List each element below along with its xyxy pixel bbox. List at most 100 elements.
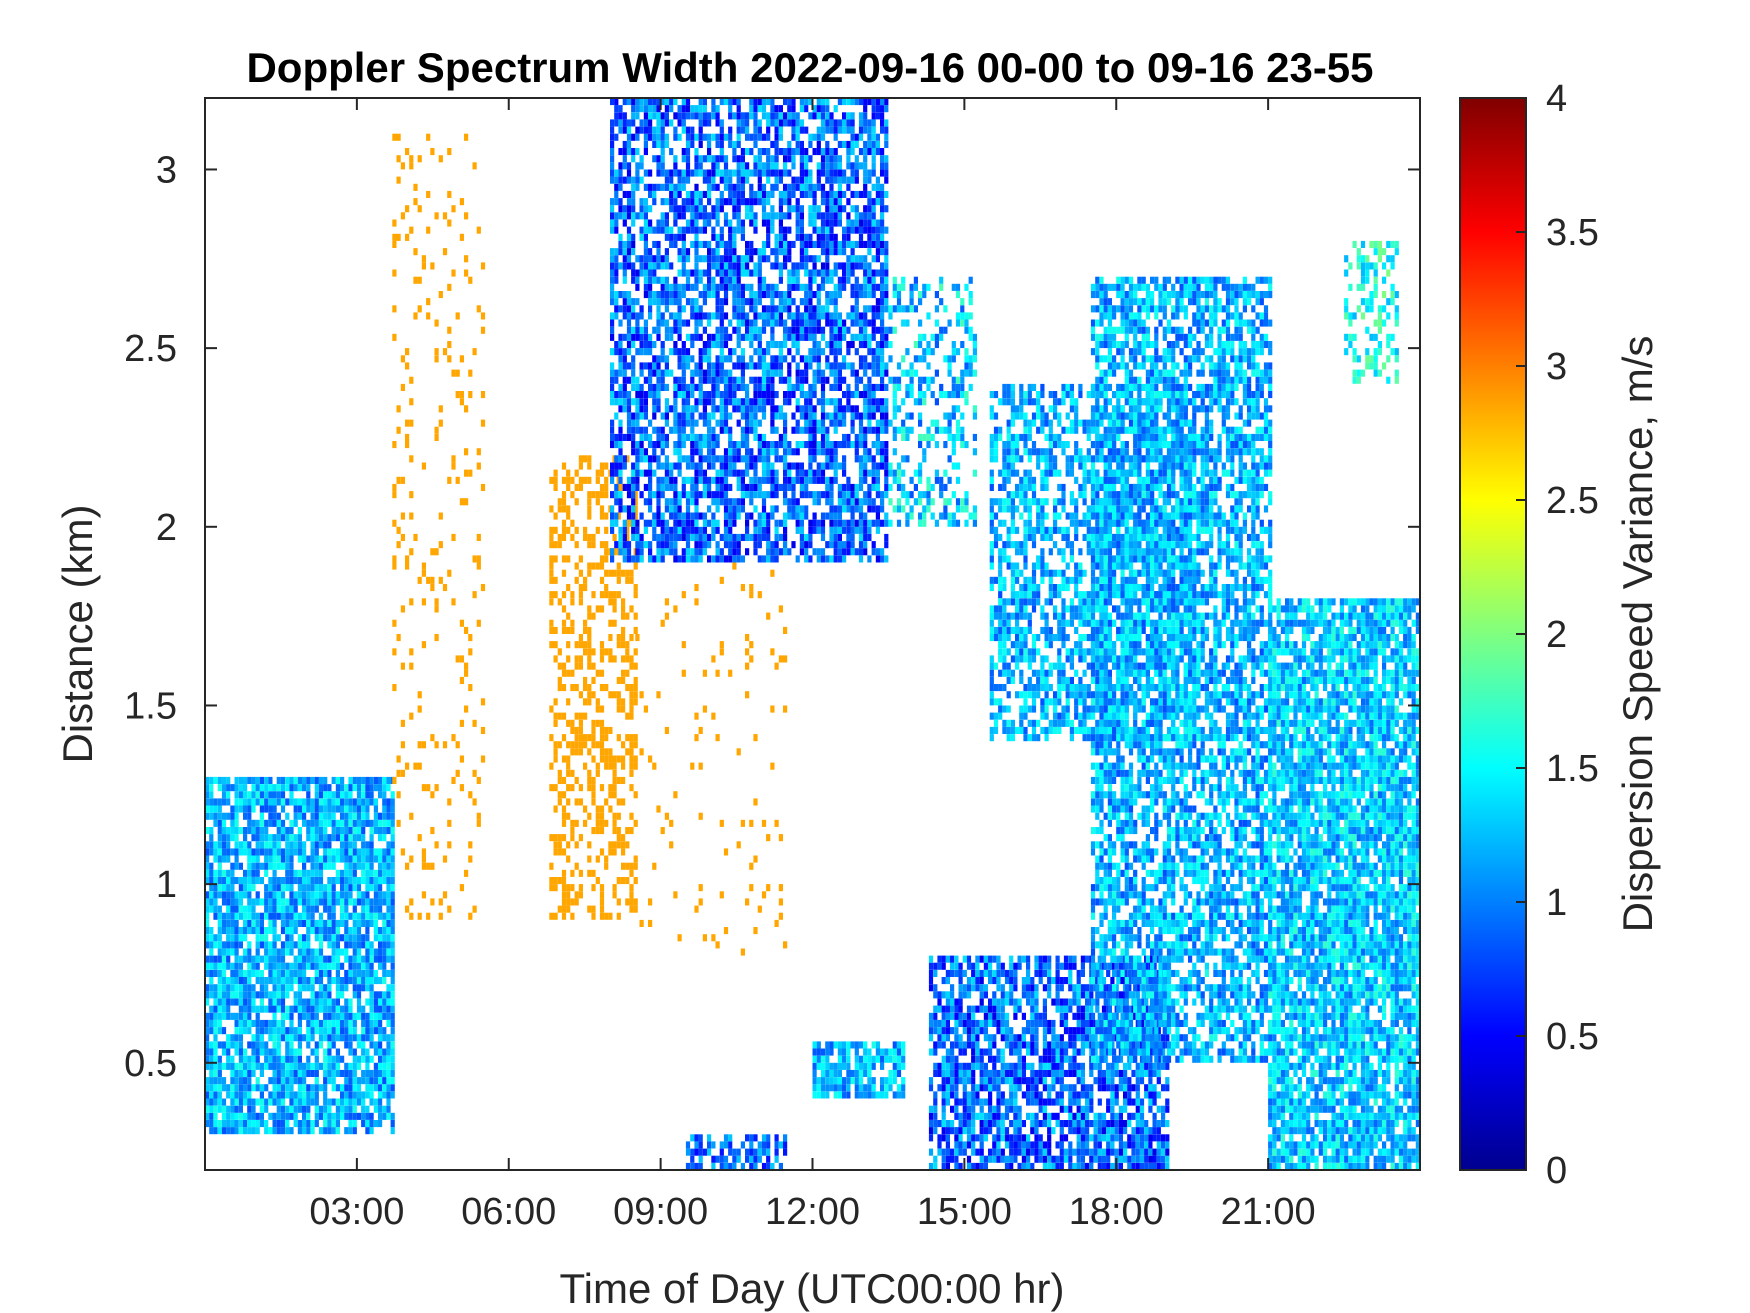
heatmap-cell	[578, 569, 583, 577]
heatmap-cell	[386, 919, 391, 927]
heatmap-cell	[783, 226, 788, 234]
heatmap-cell	[344, 848, 349, 856]
heatmap-cell	[348, 805, 353, 813]
heatmap-cell	[217, 1069, 222, 1077]
heatmap-cell	[664, 355, 669, 363]
heatmap-cell	[757, 148, 762, 156]
heatmap-cell	[770, 291, 775, 299]
heatmap-cell	[369, 1098, 374, 1106]
heatmap-cell	[787, 369, 792, 377]
heatmap-cell	[255, 941, 260, 949]
heatmap-cell	[702, 491, 707, 499]
heatmap-cell	[335, 869, 340, 877]
heatmap-cell	[356, 1062, 362, 1070]
heatmap-cell	[736, 205, 741, 213]
heatmap-cell	[681, 519, 686, 527]
heatmap-cell	[561, 491, 567, 499]
heatmap-cell	[622, 219, 627, 227]
heatmap-cell	[327, 984, 332, 992]
heatmap-cell	[723, 312, 729, 320]
heatmap-cell	[648, 469, 653, 477]
heatmap-cell	[622, 355, 627, 363]
heatmap-cell	[723, 133, 729, 141]
heatmap-cell	[804, 262, 809, 270]
heatmap-cell	[247, 791, 252, 799]
heatmap-cell	[557, 841, 562, 849]
heatmap-cell	[660, 291, 665, 299]
heatmap-cell	[719, 348, 724, 356]
heatmap-cell	[302, 855, 307, 863]
heatmap-cell	[610, 419, 615, 427]
heatmap-cell	[293, 1120, 298, 1128]
heatmap-cell	[264, 884, 269, 892]
heatmap-cell	[369, 791, 374, 799]
heatmap-cell	[217, 1019, 222, 1027]
heatmap-cell	[570, 669, 575, 677]
heatmap-cell	[740, 405, 745, 413]
heatmap-cell	[787, 248, 792, 256]
heatmap-cell	[629, 698, 634, 706]
heatmap-cell	[612, 762, 617, 770]
heatmap-cell	[648, 262, 653, 270]
heatmap-cell	[276, 1048, 281, 1056]
heatmap-cell	[770, 412, 775, 420]
heatmap-cell	[707, 398, 712, 406]
heatmap-cell	[272, 869, 277, 877]
heatmap-cell	[736, 98, 741, 106]
heatmap-cell	[681, 398, 686, 406]
heatmap-cell	[247, 1012, 252, 1020]
heatmap-cell	[234, 1091, 239, 1099]
heatmap-cell	[306, 1019, 311, 1027]
heatmap-cell	[766, 369, 771, 377]
heatmap-cell	[365, 877, 370, 885]
heatmap-cell	[766, 233, 771, 241]
heatmap-cell	[289, 1041, 294, 1049]
heatmap-cell	[323, 862, 328, 870]
heatmap-cell	[812, 491, 817, 499]
heatmap-cell	[344, 877, 349, 885]
heatmap-cell	[557, 798, 562, 806]
heatmap-cell	[344, 884, 349, 892]
heatmap-cell	[745, 162, 750, 170]
heatmap-cell	[707, 255, 712, 263]
heatmap-cell	[297, 991, 302, 999]
heatmap-cell	[787, 348, 792, 356]
heatmap-cell	[587, 648, 592, 656]
heatmap-cell	[459, 391, 464, 399]
heatmap-cell	[610, 219, 615, 227]
heatmap-cell	[599, 483, 605, 491]
heatmap-cell	[702, 369, 707, 377]
heatmap-cell	[723, 526, 729, 534]
heatmap-cell	[356, 898, 362, 906]
heatmap-cell	[736, 841, 741, 849]
heatmap-cell	[285, 1105, 290, 1113]
heatmap-cell	[476, 226, 481, 234]
heatmap-cell	[587, 533, 592, 541]
heatmap-cell	[382, 948, 387, 956]
heatmap-cell	[804, 419, 809, 427]
heatmap-cell	[618, 176, 623, 184]
heatmap-cell	[221, 919, 227, 927]
heatmap-cell	[221, 1012, 227, 1020]
heatmap-cell	[745, 126, 750, 134]
heatmap-cell	[390, 891, 395, 899]
heatmap-cell	[276, 791, 281, 799]
heatmap-cell	[426, 226, 431, 234]
heatmap-cell	[707, 355, 712, 363]
heatmap-cell	[633, 819, 638, 827]
heatmap-cell	[633, 698, 638, 706]
heatmap-cell	[702, 705, 707, 713]
heatmap-cell	[770, 369, 775, 377]
heatmap-cell	[583, 698, 588, 706]
heatmap-cell	[421, 741, 426, 749]
heatmap-cell	[247, 1055, 252, 1063]
heatmap-cell	[205, 991, 210, 999]
heatmap-cell	[791, 391, 796, 399]
heatmap-cell	[361, 898, 366, 906]
heatmap-cell	[808, 426, 813, 434]
heatmap-cell	[633, 562, 638, 570]
heatmap-cell	[812, 448, 817, 456]
heatmap-cell	[365, 1055, 370, 1063]
heatmap-cell	[610, 248, 615, 256]
heatmap-cell	[635, 398, 640, 406]
